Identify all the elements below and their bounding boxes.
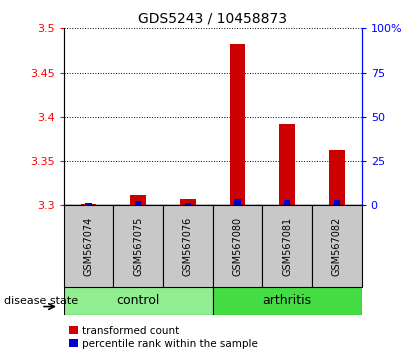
Text: GSM567081: GSM567081 [282,216,292,276]
Text: GSM567075: GSM567075 [133,216,143,276]
Bar [113,205,163,287]
Bar [135,201,141,205]
Bar [213,205,262,287]
Bar [213,287,362,315]
Text: disease state: disease state [4,296,78,306]
Bar [329,150,345,205]
Bar [130,195,146,205]
Bar [284,200,291,205]
Bar [185,203,191,205]
Bar [334,200,340,205]
Text: GSM567076: GSM567076 [183,216,193,276]
Bar [64,287,213,315]
Text: control: control [116,295,160,307]
Legend: transformed count, percentile rank within the sample: transformed count, percentile rank withi… [69,326,259,349]
Bar [81,204,97,205]
Bar [262,205,312,287]
Bar [234,199,241,205]
Text: GSM567082: GSM567082 [332,216,342,276]
Bar [85,203,92,205]
Bar [163,205,213,287]
Text: GSM567074: GSM567074 [83,216,94,276]
Text: GSM567080: GSM567080 [233,216,242,276]
Bar [230,44,245,205]
Title: GDS5243 / 10458873: GDS5243 / 10458873 [138,12,287,26]
Bar [64,205,113,287]
Bar [312,205,362,287]
Text: arthritis: arthritis [263,295,312,307]
Bar [279,124,295,205]
Bar [180,199,196,205]
